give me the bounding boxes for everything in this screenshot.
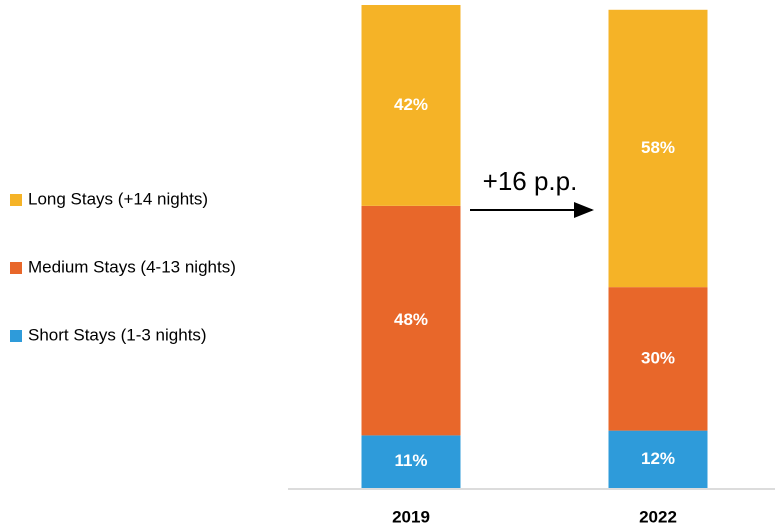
legend-label: Medium Stays (4-13 nights)	[28, 257, 236, 276]
annotation: +16 p.p.	[483, 166, 578, 196]
bar-segment	[361, 5, 461, 206]
data-label: 12%	[641, 449, 675, 468]
x-tick-label: 2019	[392, 507, 430, 526]
legend-swatch	[10, 330, 22, 342]
data-label: 58%	[641, 138, 675, 157]
data-label: 30%	[641, 348, 675, 367]
legend-swatch	[10, 194, 22, 206]
bar-segment	[608, 9, 708, 288]
bar-segment	[608, 287, 708, 431]
data-label: 48%	[394, 310, 428, 329]
data-label: 11%	[394, 451, 427, 470]
bar-segment	[361, 435, 461, 488]
data-label: 42%	[394, 95, 428, 114]
bar-segment	[608, 430, 708, 488]
x-tick-label: 2022	[639, 507, 677, 526]
legend-swatch	[10, 262, 22, 274]
bar-segment	[361, 205, 461, 436]
legend-label: Long Stays (+14 nights)	[28, 189, 208, 208]
legend-label: Short Stays (1-3 nights)	[28, 325, 207, 344]
